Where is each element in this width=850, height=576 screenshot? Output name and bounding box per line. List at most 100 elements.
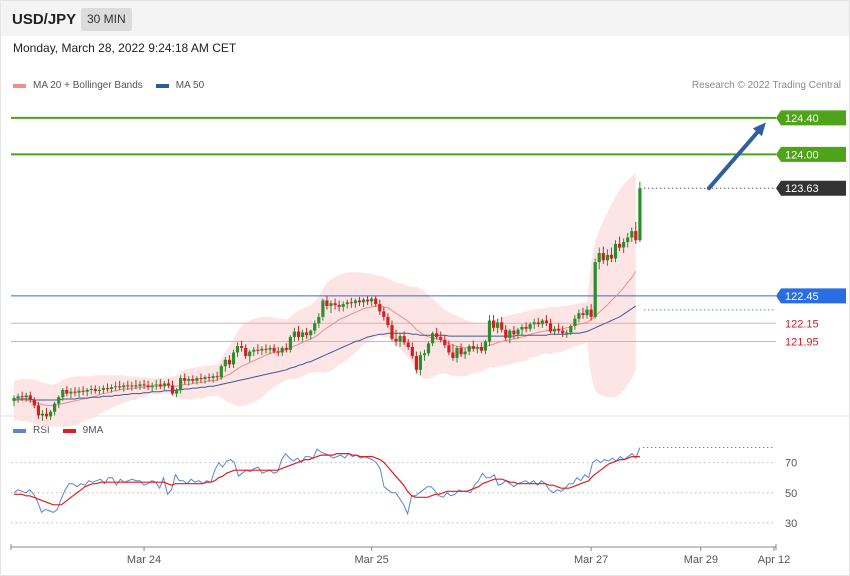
rsi-tick-label-30: 30 <box>785 518 797 530</box>
candle-82 <box>345 299 349 309</box>
legend-swatch-rsi-ma <box>62 428 76 433</box>
candle-body <box>122 385 126 388</box>
candle-body <box>268 347 272 350</box>
candle-139 <box>577 309 581 323</box>
candle-77 <box>325 295 329 310</box>
projection-arrow-head <box>752 122 766 137</box>
candle-11 <box>57 395 61 409</box>
candle-41 <box>179 375 183 394</box>
candle-body <box>114 386 118 388</box>
candle-body <box>544 320 548 324</box>
candle-27 <box>122 382 126 392</box>
candle-111 <box>463 347 467 359</box>
candle-122 <box>508 328 512 344</box>
candle-body <box>402 336 406 343</box>
candle-body <box>109 387 114 389</box>
candle-125 <box>520 324 524 336</box>
candle-body <box>309 330 313 336</box>
candle-128 <box>532 318 536 329</box>
candle-body <box>20 396 24 398</box>
price-tag-bg-target-1 <box>776 146 846 162</box>
candle-56 <box>240 340 244 352</box>
candle-body <box>561 330 565 334</box>
candle-62 <box>264 344 268 354</box>
candle-47 <box>203 375 207 384</box>
candle-body <box>260 348 264 351</box>
candle-body <box>618 243 622 248</box>
candle-body <box>57 397 61 404</box>
candle-body <box>548 323 553 332</box>
candle-body <box>630 231 634 238</box>
copyright-note: Research © 2022 Trading Central <box>691 80 841 91</box>
candle-body <box>593 262 597 317</box>
candle-body <box>459 347 463 355</box>
candle-body <box>492 320 496 328</box>
symbol-title: USD/JPY <box>12 11 77 28</box>
candle-body <box>284 347 288 350</box>
candle-31 <box>138 380 142 390</box>
candle-body <box>528 324 532 329</box>
candle-body <box>24 395 28 398</box>
candle-103 <box>431 331 435 347</box>
candle-body <box>146 385 150 388</box>
candle-body <box>532 322 536 325</box>
candle-140 <box>581 307 585 319</box>
candle-0 <box>12 395 16 407</box>
candle-body <box>215 376 219 378</box>
price-tag-current: 123.63 <box>776 180 846 196</box>
candle-39 <box>170 380 175 396</box>
price-tag-target-1: 124.00 <box>776 146 846 162</box>
candle-86 <box>361 297 366 307</box>
candle-107 <box>447 340 451 356</box>
candle-90 <box>378 299 382 316</box>
candle-body <box>337 305 341 307</box>
candle-body <box>130 385 134 387</box>
candle-78 <box>329 300 333 314</box>
candle-58 <box>248 349 252 362</box>
candle-135 <box>561 326 565 337</box>
candle-body <box>613 243 618 259</box>
candle-body <box>53 403 57 412</box>
candle-body <box>508 330 512 338</box>
rsi-line <box>13 447 641 516</box>
candle-body <box>565 332 569 334</box>
candle-body <box>447 345 451 353</box>
candle-1 <box>16 393 20 403</box>
candle-137 <box>569 324 573 336</box>
candle-body <box>374 298 378 305</box>
candle-body <box>500 322 504 330</box>
candle-116 <box>483 339 487 355</box>
candle-119 <box>496 318 500 334</box>
candle-body <box>219 366 223 378</box>
candle-37 <box>162 380 166 390</box>
candle-body <box>105 388 110 390</box>
candle-body <box>357 300 362 303</box>
candle-109 <box>455 346 459 363</box>
candle-38 <box>166 378 170 389</box>
candle-55 <box>235 342 240 358</box>
candle-19 <box>89 385 93 395</box>
candle-body <box>292 331 296 337</box>
main-legend: MA 20 + Bollinger Bands MA 50 <box>13 80 217 91</box>
timeframe-badge[interactable]: 30 MIN <box>81 8 132 31</box>
candle-body <box>483 341 487 351</box>
candle-body <box>162 383 166 387</box>
ma50-line <box>14 305 637 401</box>
candle-98 <box>410 342 414 359</box>
candle-74 <box>313 320 317 335</box>
candle-body <box>150 385 154 388</box>
candle-113 <box>471 340 475 352</box>
candle-body <box>305 332 309 336</box>
candle-6 <box>36 401 40 420</box>
candle-15 <box>73 387 77 397</box>
candle-body <box>244 347 248 357</box>
candle-body <box>520 326 524 330</box>
candle-body <box>333 303 337 305</box>
candle-46 <box>199 373 203 383</box>
candle-body <box>589 309 593 317</box>
candle-body <box>97 389 101 391</box>
candle-40 <box>175 388 179 398</box>
candle-body <box>235 346 240 353</box>
candle-body <box>540 320 544 325</box>
